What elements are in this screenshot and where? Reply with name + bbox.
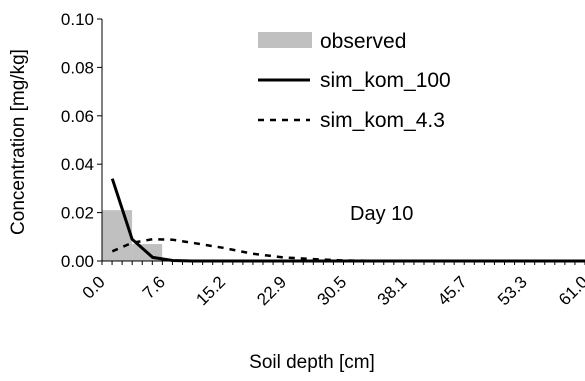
x-tick-label-5: 38.1 xyxy=(374,272,411,309)
x-tick-label-3: 22.9 xyxy=(253,272,290,309)
x-tick-label-0: 0.0 xyxy=(79,272,109,302)
day-annotation: Day 10 xyxy=(350,203,413,225)
x-tick-label-8: 61.0 xyxy=(555,272,585,309)
series-line-0 xyxy=(110,178,585,263)
y-tick-label-3: 0.06 xyxy=(61,107,94,126)
legend: observed sim_kom_100 sim_kom_4.3 xyxy=(258,30,451,132)
y-tick-label-1: 0.02 xyxy=(61,204,94,223)
y-tick-label-4: 0.08 xyxy=(61,58,94,77)
legend-sim-kom-100-label: sim_kom_100 xyxy=(320,69,451,92)
x-tick-label-4: 30.5 xyxy=(313,272,350,309)
legend-sim-kom-4-3-label: sim_kom_4.3 xyxy=(320,109,445,132)
axes xyxy=(97,18,585,265)
x-tick-label-1: 7.6 xyxy=(139,272,169,302)
legend-observed-label: observed xyxy=(320,30,406,53)
y-axis-title: Concentration [mg/kg] xyxy=(8,49,29,235)
legend-observed-swatch xyxy=(258,32,312,48)
x-axis-title: Soil depth [cm] xyxy=(249,352,375,373)
x-tick-label-7: 53.3 xyxy=(494,272,531,309)
series-line-1 xyxy=(111,237,585,263)
series-lines xyxy=(110,178,585,263)
x-tick-label-6: 45.7 xyxy=(434,272,471,309)
y-tick-label-2: 0.04 xyxy=(61,155,94,174)
y-tick-label-0: 0.00 xyxy=(61,252,94,271)
x-tick-label-2: 15.2 xyxy=(192,272,229,309)
observed-bar-0 xyxy=(102,210,133,261)
y-tick-label-5: 0.10 xyxy=(61,10,94,29)
